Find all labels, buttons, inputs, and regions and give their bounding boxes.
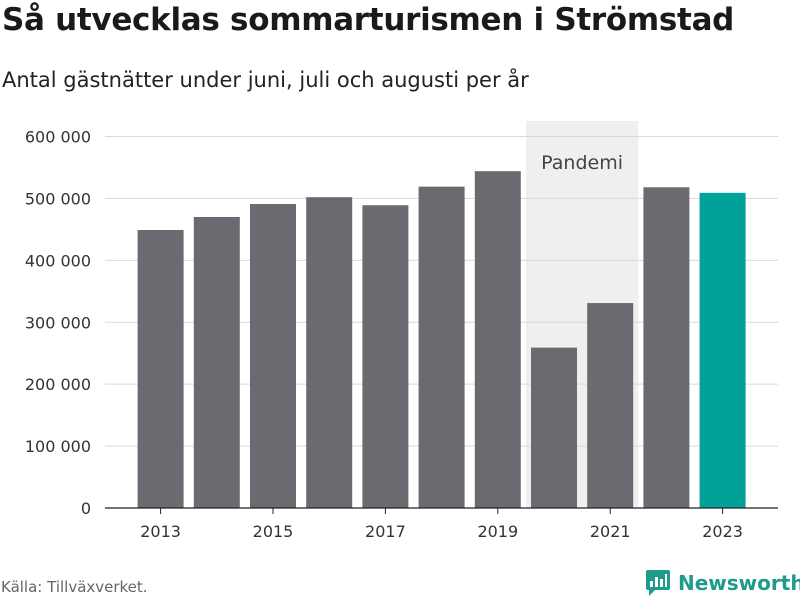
bars: [137, 171, 746, 509]
y-tick-label: 400 000: [25, 251, 91, 270]
x-tick-label: 2015: [253, 522, 294, 541]
bar-2015: [250, 203, 296, 508]
newsworthy-logo-icon: [646, 570, 670, 596]
bar-2021: [587, 303, 634, 508]
y-tick-label: 100 000: [25, 437, 91, 456]
chart-title: Så utvecklas sommarturismen i Strömstad: [2, 2, 735, 38]
bar-2022: [643, 187, 690, 508]
source-note: Källa: Tillväxverket.: [1, 578, 148, 596]
chart-subtitle: Antal gästnätter under juni, juli och au…: [2, 68, 529, 92]
bar-2023: [699, 192, 746, 508]
axes: 0 100 000 200 000 300 000 400 000 500 000 600 …: [25, 128, 778, 541]
x-tick-label: 2021: [590, 522, 631, 541]
x-tick-label: 2017: [365, 522, 406, 541]
bar-2019: [474, 171, 521, 508]
y-tick-label: 600 000: [25, 128, 91, 147]
brand-name: Newsworthy: [678, 571, 800, 595]
bar-2014: [193, 216, 240, 508]
bar-2020: [531, 347, 577, 508]
y-tick-label: 300 000: [25, 313, 91, 332]
x-tick-label: 2019: [477, 522, 518, 541]
brand-logo: Newsworthy: [646, 570, 800, 596]
bar-2018: [418, 186, 465, 508]
y-tick-label: 200 000: [25, 375, 91, 394]
pandemic-label: Pandemi: [541, 152, 623, 174]
bar-2017: [362, 205, 409, 509]
bar-2016: [306, 197, 353, 508]
y-tick-label: 500 000: [25, 189, 91, 208]
bar-2013: [137, 229, 184, 508]
x-tick-label: 2013: [140, 522, 181, 541]
y-tick-label: 0: [81, 499, 91, 518]
x-tick-label: 2023: [702, 522, 743, 541]
